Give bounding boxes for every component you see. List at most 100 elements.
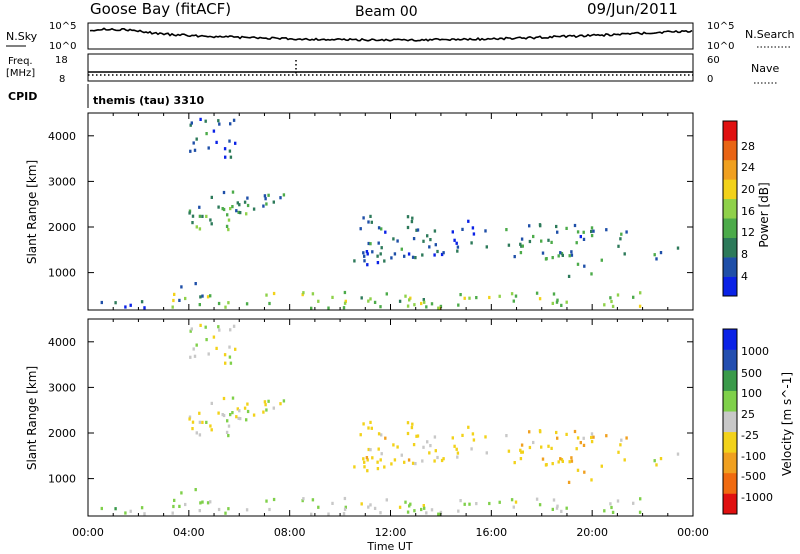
power-cell <box>363 254 366 258</box>
velocity-cell <box>268 507 271 512</box>
power-cell <box>362 251 365 255</box>
velocity-cell <box>379 458 382 462</box>
power-cell <box>519 251 523 255</box>
velocity-cell <box>212 335 216 339</box>
power-cell <box>576 230 580 234</box>
velocity-cell <box>620 438 623 442</box>
velocity-cell <box>433 459 436 463</box>
power-cell <box>609 296 612 300</box>
velocity-cell <box>367 426 370 430</box>
power-cell <box>600 258 603 262</box>
freq-left-tick-top: 18 <box>55 55 68 66</box>
velocity-cell <box>246 409 250 414</box>
power-cell <box>426 234 429 238</box>
power-cell <box>267 193 270 197</box>
velocity-cell <box>239 417 242 421</box>
velocity-cell <box>422 445 425 449</box>
velocity-cell <box>235 415 238 419</box>
power-cell <box>513 255 516 259</box>
power-cell <box>459 293 462 297</box>
power-cell <box>217 119 220 123</box>
x-tick-label: 20:00 <box>576 526 608 539</box>
power-cell <box>343 301 347 305</box>
velocity-y-tick-label: 3000 <box>48 381 76 394</box>
velocity-cell <box>555 506 559 510</box>
power-cell <box>422 239 425 243</box>
velocity-cell <box>437 512 440 516</box>
velocity-cell <box>411 422 414 426</box>
velocity-y-tick-label: 4000 <box>48 336 76 349</box>
velocity-cell <box>512 505 515 509</box>
power-cell <box>436 249 439 254</box>
velocity-cell <box>519 457 523 461</box>
noise-left-tick-bottom: 10^0 <box>49 41 76 52</box>
power-cell <box>538 223 542 227</box>
power-cell <box>191 214 195 218</box>
power-cbar-label: Power [dB] <box>757 182 771 247</box>
power-cell <box>488 295 491 300</box>
power-cell <box>433 229 437 233</box>
power-cell <box>561 253 564 257</box>
power-cell <box>210 222 213 226</box>
power-cell <box>231 205 234 209</box>
velocity-cell <box>129 509 132 513</box>
power-cell <box>520 237 524 241</box>
velocity-cell <box>229 361 233 365</box>
velocity-cell <box>377 432 381 436</box>
power-cell <box>376 254 379 258</box>
power-cell <box>538 297 542 301</box>
power-cell <box>390 256 393 260</box>
velocity-cell <box>369 420 372 424</box>
power-cell <box>178 298 181 302</box>
velocity-cell <box>360 502 363 506</box>
power-cell <box>198 205 201 209</box>
noise-sky-label: N.Sky <box>6 30 38 43</box>
velocity-cell <box>210 401 213 405</box>
power-cell <box>659 251 663 255</box>
velocity-cell <box>411 461 415 465</box>
velocity-cell <box>265 408 268 412</box>
power-cell <box>194 282 197 286</box>
power-cell <box>403 254 406 258</box>
velocity-cell <box>189 355 192 359</box>
power-cell <box>282 193 286 197</box>
velocity-cell <box>609 502 612 506</box>
velocity-cell <box>192 347 195 351</box>
velocity-cell <box>605 434 608 438</box>
velocity-cell <box>205 420 208 424</box>
velocity-cell <box>565 506 568 510</box>
power-cell <box>590 226 594 230</box>
power-cell <box>619 237 622 241</box>
power-cell <box>422 298 425 302</box>
power-cell <box>535 291 539 295</box>
power-cell <box>393 252 397 256</box>
power-cell <box>379 305 382 309</box>
power-cell <box>620 232 623 236</box>
velocity-cell <box>223 353 227 357</box>
velocity-cell <box>231 411 234 415</box>
velocity-cell <box>659 457 663 461</box>
velocity-cell <box>456 451 460 455</box>
power-cell <box>365 250 369 254</box>
power-cell <box>632 295 635 299</box>
power-cell <box>475 296 478 300</box>
velocity-cell <box>217 325 220 329</box>
velocity-cell <box>576 436 580 440</box>
velocity-cell <box>467 425 470 429</box>
velocity-cell <box>198 509 201 513</box>
velocity-cell <box>567 480 571 484</box>
velocity-cell <box>392 443 395 447</box>
velocity-cell <box>377 447 380 451</box>
velocity-cell <box>222 396 226 401</box>
power-cell <box>195 225 198 229</box>
velocity-cell <box>550 446 553 450</box>
velocity-cell <box>611 510 615 514</box>
velocity-cell <box>204 325 207 329</box>
velocity-cell <box>180 491 183 495</box>
velocity-cell <box>561 459 564 463</box>
velocity-cell <box>198 433 202 437</box>
velocity-y-tick-label: 1000 <box>48 473 76 486</box>
power-cell <box>173 292 176 296</box>
power-cell <box>423 300 426 304</box>
noise-right-tick-bottom: 10^0 <box>707 41 734 52</box>
